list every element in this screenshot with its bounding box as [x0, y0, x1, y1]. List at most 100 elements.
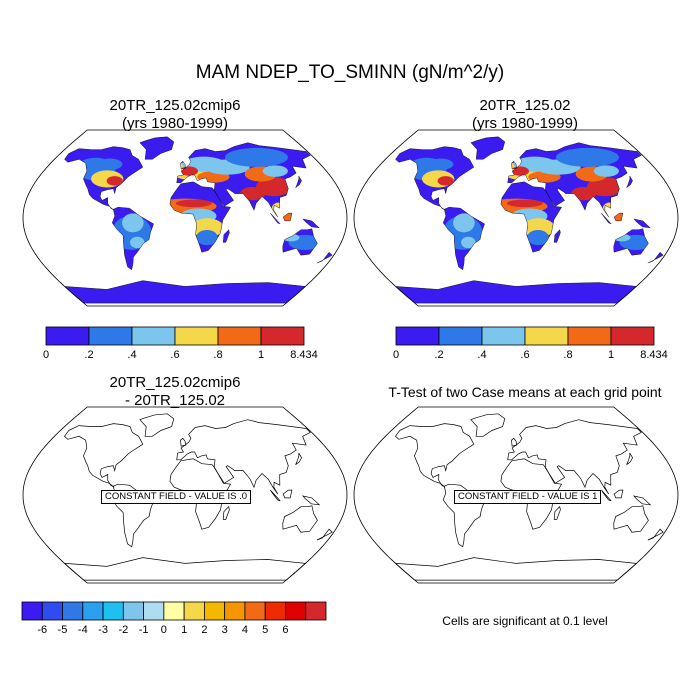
- panel-title-top-left: 20TR_125.02cmip6 (yrs 1980-1999): [25, 97, 325, 133]
- coastline-australia: [282, 505, 318, 533]
- map-outline: [22, 129, 348, 307]
- coastline-borneo: [613, 212, 624, 222]
- colorbar-swatch: [82, 601, 104, 621]
- panel-title-bottom-right: T-Test of two Case means at each grid po…: [350, 383, 700, 401]
- colorbar-tick-label: 4: [242, 624, 248, 636]
- map-outline: [353, 129, 679, 307]
- deposition-region: [587, 177, 624, 197]
- land-fill: [64, 136, 333, 304]
- coastline-madagascar: [553, 229, 561, 243]
- colorbar-tick-label: .6: [520, 349, 529, 361]
- coastline-newZealand: [316, 251, 333, 264]
- significance-note: Cells are significant at 0.1 level: [442, 614, 608, 628]
- colorbar-tick-label: -6: [37, 624, 47, 636]
- panel-title-line1: 20TR_125.02: [479, 97, 571, 114]
- colorbar-swatch: [88, 326, 133, 346]
- map-panel-top-right: [353, 129, 679, 307]
- deposition-region: [175, 199, 212, 208]
- deposition-region: [527, 229, 549, 246]
- colorbar-swatch: [305, 601, 327, 621]
- coastline-japan: [295, 175, 302, 188]
- colorbar-swatch: [62, 601, 84, 621]
- colorbar-tick-label: .4: [127, 349, 136, 361]
- base-deposition-layer: [64, 136, 333, 304]
- deposition-region: [179, 166, 198, 176]
- coastline-australia: [282, 228, 318, 256]
- colorbar-tick-label: .6: [170, 349, 179, 361]
- deposition-region: [461, 236, 476, 249]
- deposition-region: [279, 211, 298, 221]
- coastline-newGuinea: [633, 218, 651, 229]
- coastline-eurasia: [507, 142, 642, 218]
- coastline-sumatra: [270, 489, 281, 502]
- land-fill: [395, 136, 664, 304]
- colorbar-swatch: [610, 326, 655, 346]
- coastline-uk: [511, 437, 518, 447]
- colorbar-tick-label: 0: [161, 624, 167, 636]
- coastline-southAmerica: [442, 206, 485, 271]
- colorbar-tick-label: 0: [393, 349, 399, 361]
- coastline-greenland: [139, 136, 175, 160]
- colorbar-swatch: [45, 326, 90, 346]
- coastline-antarctica: [63, 557, 307, 581]
- panel-title-line2: (yrs 1980-1999): [472, 115, 578, 132]
- colorbar-swatch: [21, 601, 43, 621]
- map-panel-bottom-right: [353, 406, 679, 584]
- panel-title-line2: (yrs 1980-1999): [122, 115, 228, 132]
- map-outline: [353, 406, 679, 584]
- colorbar-tick-label: 1: [181, 624, 187, 636]
- coastline-borneo: [282, 212, 293, 222]
- coastline-sumatra: [601, 212, 612, 225]
- coastline-borneo: [282, 489, 293, 499]
- deposition-region: [106, 176, 123, 186]
- panel-title-line1: 20TR_125.02cmip6: [109, 374, 241, 391]
- colorbar-tick-label: -1: [139, 624, 149, 636]
- coastline-northAmerica: [395, 146, 475, 211]
- coastline-uk: [180, 161, 187, 170]
- colorbar-tick-label: 3: [222, 624, 228, 636]
- deposition-region: [196, 229, 218, 246]
- colorbar-swatch: [481, 326, 526, 346]
- deposition-region: [453, 213, 475, 233]
- colorbar-swatch: [438, 326, 483, 346]
- coastline-greenland: [139, 413, 175, 437]
- coastline-newGuinea: [301, 495, 321, 506]
- coastline-newZealand: [647, 251, 664, 264]
- colorbar-swatch: [163, 601, 185, 621]
- coastline-northAmerica: [64, 146, 144, 211]
- colorbar-swatch: [143, 601, 165, 621]
- colorbar-swatch: [567, 326, 612, 346]
- map-outline: [22, 406, 348, 584]
- coastline-japan: [626, 452, 634, 465]
- map-panel-top-left: [22, 129, 348, 307]
- base-deposition-layer: [395, 136, 664, 304]
- colorbar-swatch: [174, 326, 219, 346]
- coastline-newZealand: [316, 528, 333, 541]
- deposition-region: [256, 177, 293, 197]
- deposition-region: [612, 233, 631, 242]
- coastline-africa: [169, 181, 231, 253]
- colorbar-tick-label: .4: [477, 349, 486, 361]
- colorbar-swatch: [285, 601, 307, 621]
- coastline-sumatra: [270, 212, 281, 225]
- coastline-newZealand: [647, 528, 664, 541]
- deposition-region: [428, 158, 454, 170]
- deposition-region: [610, 211, 629, 221]
- colorbar-tick-label: -4: [78, 624, 88, 636]
- colorbar-tick-label: .2: [84, 349, 93, 361]
- colorbar-top-left: 0 .2 .4 .6 .8 1 8.434: [43, 326, 318, 361]
- deposition-region: [262, 165, 288, 177]
- constant-field-label: CONSTANT FIELD - VALUE IS 1: [454, 490, 602, 504]
- deposition-region: [122, 213, 144, 233]
- deposition-region: [281, 233, 300, 242]
- panel-title-line2: - 20TR_125.02: [124, 392, 226, 409]
- colorbar-swatch: [244, 601, 266, 621]
- deposition-region: [130, 236, 145, 249]
- figure-title: MAM NDEP_TO_SMINN (gN/m^2/y): [195, 62, 505, 83]
- coastlines: [64, 136, 333, 304]
- coastline-japan: [295, 452, 303, 465]
- colorbar-tick-label: -5: [58, 624, 68, 636]
- deposition-region: [437, 176, 454, 186]
- coastline-borneo: [613, 489, 624, 499]
- colorbar-tick-label: 1: [608, 349, 614, 361]
